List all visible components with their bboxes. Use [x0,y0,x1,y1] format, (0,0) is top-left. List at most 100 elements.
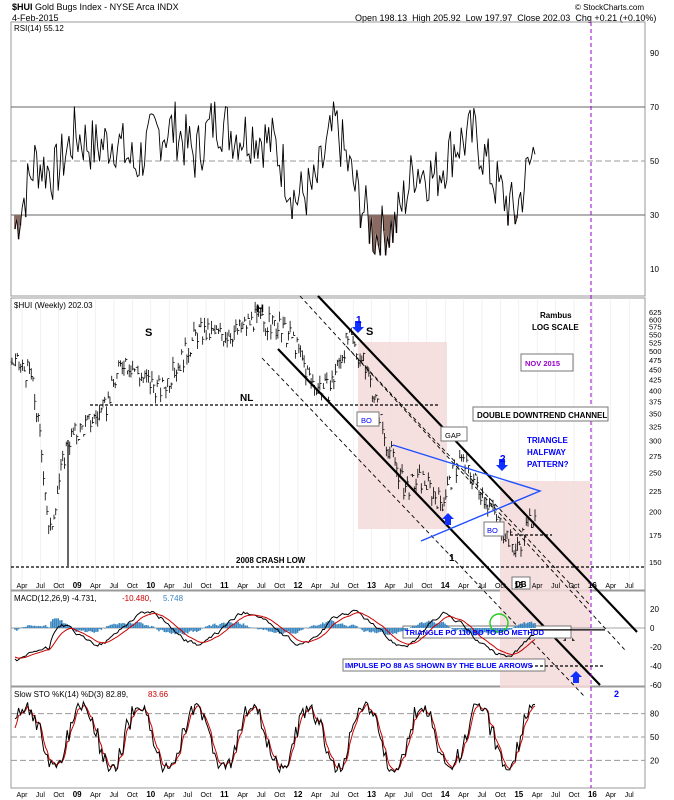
price-legend: $HUI (Weekly) 202.03 [14,301,93,310]
rsi-y-label: 50 [650,157,659,166]
price-x-label: Apr [164,583,176,590]
price-x-label: Jul [110,583,119,590]
price-x-label: Jul [404,583,413,590]
macd-panel [10,590,646,687]
sto-x-label: Oct [53,792,64,799]
label-rambus: Rambus [540,311,572,320]
price-y-label: 400 [649,386,662,395]
price-x-label: 14 [441,581,450,590]
sto-x-label: Jul [36,792,45,799]
label-triangle-po: TRIANGLE PO 110 BO TO BO METHOD [405,628,545,637]
macd-legend: MACD(12,26,9) -4.731, [14,594,97,603]
label-channel: DOUBLE DOWNTREND CHANNEL [477,411,607,420]
sto-x-label: Oct [201,792,212,799]
price-y-label: 325 [649,423,662,432]
high-value: 205.92 [433,13,461,23]
sto-x-label: Apr [532,792,544,799]
channel-top-dashed [299,295,626,651]
price-y-label: 350 [649,410,662,419]
arrow-up-1 [442,513,454,525]
price-x-label: 13 [367,581,376,590]
rsi-oversold-fill [14,215,518,256]
gray-arrow [563,634,575,641]
price-y-label: 450 [649,366,662,375]
price-x-label: Apr [311,583,323,590]
label-triangle-2: HALFWAY [527,448,566,457]
label-triangle-1: TRIANGLE [527,436,569,445]
rsi-legend: RSI(14) 55.12 [14,24,64,33]
price-y-label: 600 [649,315,662,324]
price-x-label: Jul [36,583,45,590]
price-x-label: Apr [605,583,617,590]
label-logscale: LOG SCALE [532,323,579,332]
price-y-label: 575 [649,323,662,332]
label-nov-2015: NOV 2015 [525,359,560,368]
price-x-label: Apr [458,583,470,590]
triangle-pattern [392,444,543,542]
price-x-label: Apr [17,583,29,590]
label-db: DB [515,580,527,589]
macd-value-signal: -10.480, [122,594,151,603]
price-y-label: 550 [649,331,662,340]
price-y-label: 625 [649,308,662,317]
price-x-label: Apr [385,583,397,590]
label-crash-low: 2008 CRASH LOW [236,556,306,565]
sto-x-label: Apr [458,792,470,799]
channel-bottom-dashed [261,357,586,698]
sto-x-label: Oct [127,792,138,799]
sto-x-label: Jul [551,792,560,799]
price-y-label: 175 [649,531,662,540]
arrow-down-1 [352,321,364,333]
rsi-panel [10,21,646,297]
sto-x-label: Apr [237,792,249,799]
index-name: Gold Bugs Index - NYSE Arca INDX [35,2,179,12]
macd-y-label: 0 [650,624,655,633]
macd-y-label: -40 [650,662,662,671]
price-x-label: Jul [625,583,634,590]
rsi-y-label: 90 [650,49,659,58]
label-two: 2 [614,689,619,699]
price-y-label: 275 [649,452,662,461]
sto-x-label: Jul [257,792,266,799]
change-value: +0.21 (+0.10%) [594,13,657,23]
bo-box-1 [356,411,380,427]
channel-top-solid [317,295,638,633]
sto-x-label: 12 [294,790,303,799]
sto-x-label: Jul [404,792,413,799]
price-y-label: 225 [649,487,662,496]
sto-x-label: Jul [478,792,487,799]
price-y-label: 425 [649,376,662,385]
sto-value-d: 83.66 [148,690,169,699]
price-x-label: Oct [201,583,212,590]
label-arrow2: 2 [500,454,506,465]
price-y-label: 525 [649,339,662,348]
gap-box [440,426,468,442]
arrow-up-2 [570,671,582,683]
sto-x-label: Apr [164,792,176,799]
watermark: © StockCharts.com [575,3,645,12]
sto-x-label: Apr [90,792,102,799]
sto-x-label: Jul [625,792,634,799]
macd-crossover-circle [489,613,509,633]
price-x-label: Oct [127,583,138,590]
price-y-label: 375 [649,398,662,407]
price-y-label: 200 [649,508,662,517]
price-x-label: Oct [53,583,64,590]
sto-x-label: 10 [146,790,155,799]
label-gap: GAP [445,431,461,440]
db-box [511,576,531,590]
sto-x-label: Oct [421,792,432,799]
rsi-y-label: 30 [650,211,659,220]
impulse-po-box [342,658,546,672]
price-x-label: 12 [294,581,303,590]
macd-y-label: 20 [650,605,659,614]
symbol: $HUI [12,2,33,12]
label-s-right: S [366,326,373,338]
arrow-down-2 [496,459,508,471]
price-x-label: Jul [330,583,339,590]
price-x-label: Jul [257,583,266,590]
price-x-label: Oct [421,583,432,590]
sto-x-label: Apr [17,792,29,799]
label-triangle-3: PATTERN? [527,460,569,469]
